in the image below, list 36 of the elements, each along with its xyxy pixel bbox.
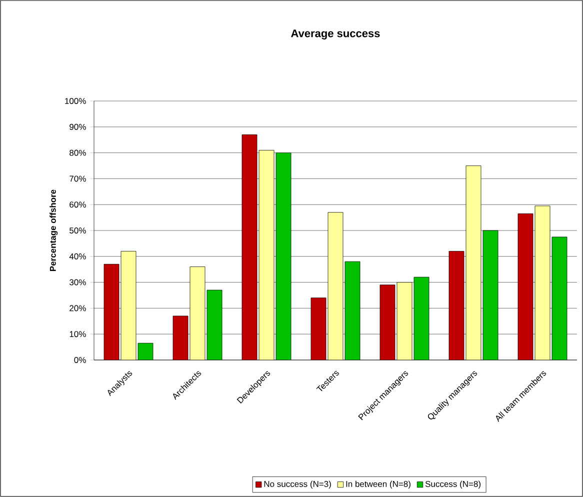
- bar: [552, 236, 568, 360]
- bar: [396, 282, 412, 360]
- bar: [311, 298, 326, 360]
- bar: [104, 264, 120, 360]
- bar: [534, 206, 550, 360]
- y-axis-title: Percentage offshore: [50, 190, 58, 272]
- y-tick-label: 40%: [69, 253, 86, 260]
- bar: [190, 266, 206, 360]
- y-tick-label: 20%: [70, 305, 86, 312]
- y-tick-label: 70%: [70, 176, 86, 182]
- y-tick-label: 10%: [70, 331, 86, 338]
- bar: [207, 290, 222, 360]
- bar: [518, 213, 534, 360]
- bar: [328, 212, 343, 360]
- bar: [121, 251, 136, 360]
- bar: [448, 251, 464, 360]
- legend-label: In between (N=8): [346, 480, 410, 489]
- legend-label: No success (N=3): [264, 480, 331, 489]
- bar: [259, 150, 274, 360]
- y-tick-label: 90%: [70, 124, 86, 130]
- bar: [345, 262, 360, 360]
- bar: [482, 230, 498, 360]
- bar: [380, 284, 395, 360]
- bar: [276, 152, 291, 360]
- legend-label: Success (N=8): [425, 480, 481, 489]
- y-tick-label: 0%: [74, 356, 86, 363]
- y-tick-label: 80%: [70, 150, 86, 156]
- y-tick-label: 100%: [65, 98, 86, 104]
- chart-title: Average success: [291, 30, 380, 40]
- y-tick-label: 50%: [70, 227, 86, 234]
- bar: [414, 277, 429, 360]
- bar: [173, 316, 188, 360]
- bar: [242, 134, 257, 360]
- y-tick-label: 60%: [70, 202, 86, 208]
- bar: [466, 166, 481, 360]
- y-tick-label: 30%: [70, 279, 86, 286]
